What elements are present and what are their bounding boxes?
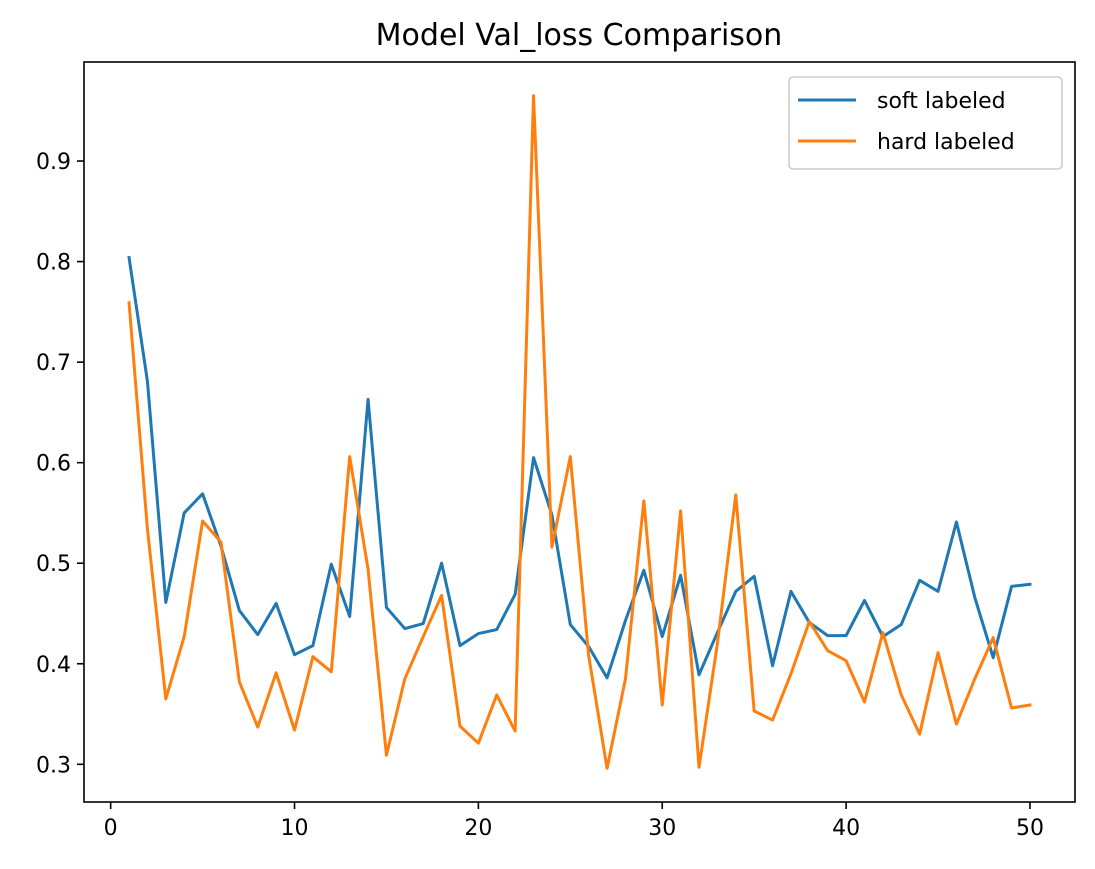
series-layer — [127, 94, 1032, 770]
x-axis: 0 10 20 30 40 50 — [104, 802, 1044, 841]
y-tick-label: 0.7 — [36, 351, 71, 376]
x-tick-label: 10 — [281, 816, 309, 841]
x-tick-label: 40 — [832, 816, 860, 841]
legend-label-soft-labeled: soft labeled — [877, 89, 1006, 114]
plot-frame — [83, 61, 1076, 803]
x-tick-label: 30 — [648, 816, 676, 841]
y-tick-label: 0.3 — [36, 753, 71, 778]
y-axis: 0.3 0.4 0.5 0.6 0.7 0.8 0.9 — [36, 150, 84, 778]
x-tick-label: 50 — [1016, 816, 1044, 841]
x-tick-label: 0 — [104, 816, 118, 841]
series-line-hard-labeled — [127, 94, 1032, 770]
series-line-soft-labeled — [127, 255, 1032, 680]
legend-label-hard-labeled: hard labeled — [877, 130, 1015, 155]
legend: soft labeled hard labeled — [788, 76, 1063, 170]
y-tick-label: 0.6 — [36, 452, 71, 477]
legend-box — [788, 76, 1063, 170]
chart-title: Model Val_loss Comparison — [376, 18, 783, 53]
y-tick-label: 0.9 — [36, 150, 71, 175]
x-tick-label: 20 — [464, 816, 492, 841]
y-tick-label: 0.8 — [36, 251, 71, 276]
y-tick-label: 0.4 — [36, 653, 71, 678]
y-tick-label: 0.5 — [36, 552, 71, 577]
